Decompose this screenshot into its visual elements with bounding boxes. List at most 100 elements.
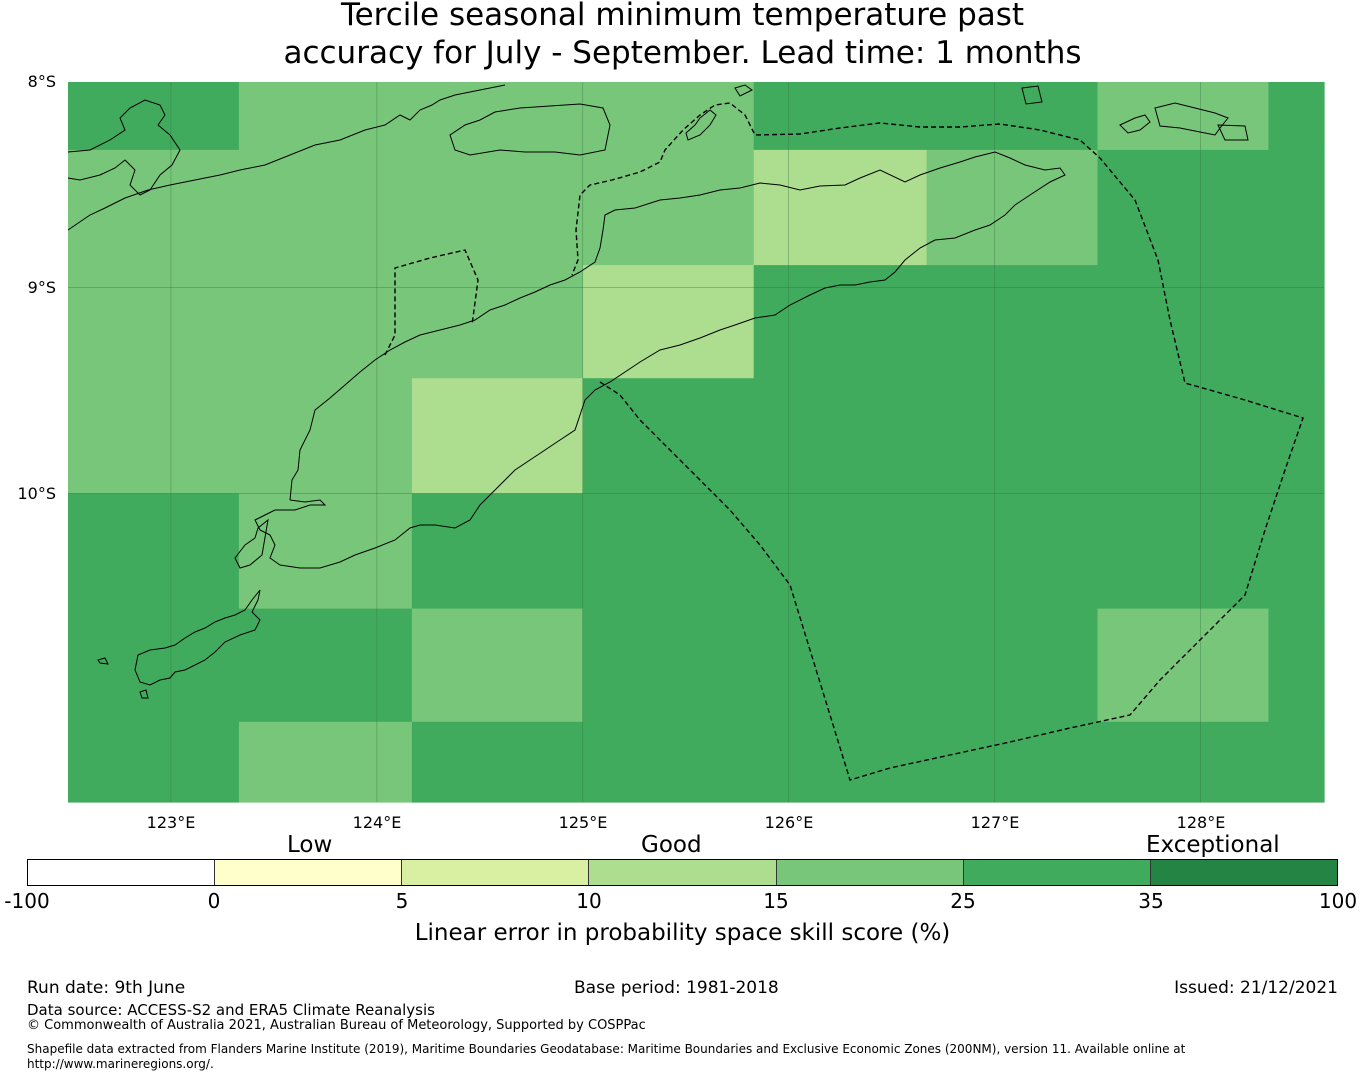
colorbar-tick: -100 bbox=[4, 889, 50, 913]
grid-cell bbox=[1268, 82, 1325, 151]
grid-cell bbox=[1268, 149, 1325, 266]
grid-cell bbox=[1097, 378, 1269, 494]
grid-cell bbox=[68, 608, 240, 723]
grid-cell bbox=[753, 721, 928, 803]
coastline-wetar-4 bbox=[1217, 124, 1249, 141]
grid-cell bbox=[753, 608, 928, 723]
grid-cell bbox=[753, 82, 928, 151]
lon-label-124e: 124°E bbox=[352, 813, 402, 832]
colorbar-tick: 10 bbox=[576, 889, 602, 913]
grid-cell bbox=[753, 149, 928, 266]
colorbar-tick: 0 bbox=[207, 889, 221, 913]
colorbar-tick: 15 bbox=[763, 889, 789, 913]
grid-cell bbox=[238, 608, 413, 723]
coastline-timor-main bbox=[254, 151, 1066, 569]
colorbar-segment bbox=[962, 860, 1150, 885]
colorbar-tick: 5 bbox=[395, 889, 409, 913]
lat-label-9s: 9°S bbox=[27, 278, 56, 297]
grid-cell bbox=[238, 378, 413, 494]
colorbar bbox=[27, 859, 1338, 886]
grid-cell bbox=[68, 493, 240, 610]
coastline-islet-3 bbox=[734, 84, 753, 97]
category-low: Low bbox=[287, 832, 333, 858]
coastline-rote bbox=[234, 518, 269, 569]
grid-cell bbox=[1097, 82, 1269, 151]
coastline-timor-north bbox=[67, 84, 506, 231]
grid-cell bbox=[68, 378, 240, 494]
coastline-wetar-1 bbox=[1021, 85, 1043, 105]
issued-date: Issued: 21/12/2021 bbox=[1174, 978, 1338, 998]
colorbar-segment bbox=[28, 860, 215, 885]
coastline-flores-east bbox=[67, 99, 181, 196]
lon-label-123e: 123°E bbox=[146, 813, 196, 832]
grid-cell bbox=[926, 378, 1099, 494]
colorbar-segment bbox=[588, 860, 776, 885]
grid-cell bbox=[582, 608, 755, 723]
grid-cell bbox=[411, 493, 584, 610]
grid-cell bbox=[238, 82, 413, 151]
shapefile-url: http://www.marineregions.org/. bbox=[27, 1057, 214, 1071]
grid-cell bbox=[582, 265, 755, 379]
lon-label-127e: 127°E bbox=[970, 813, 1020, 832]
grid-cell bbox=[1097, 149, 1269, 266]
coastline-wetar-2 bbox=[1154, 102, 1229, 136]
lon-label-128e: 128°E bbox=[1176, 813, 1226, 832]
coastline-atauro bbox=[685, 109, 717, 141]
grid-cell bbox=[238, 265, 413, 379]
colorbar-label: Linear error in probability space skill … bbox=[414, 920, 951, 946]
lat-label-8s: 8°S bbox=[27, 72, 56, 91]
coastline-sawu bbox=[134, 589, 261, 686]
run-date: Run date: 9th June bbox=[27, 978, 186, 998]
lon-label-125e: 125°E bbox=[558, 813, 608, 832]
data-source: Data source: ACCESS-S2 and ERA5 Climate … bbox=[27, 1001, 435, 1019]
coastline-islet-1 bbox=[97, 657, 109, 665]
grid-cell bbox=[411, 608, 584, 723]
eez-boundary bbox=[571, 102, 1304, 781]
grid-cell bbox=[1097, 608, 1269, 723]
grid-cell bbox=[926, 608, 1099, 723]
grid-cell bbox=[926, 265, 1099, 379]
grid-cell bbox=[753, 493, 928, 610]
grid-cell bbox=[582, 493, 755, 610]
category-exceptional: Exceptional bbox=[1146, 832, 1280, 858]
title-line-2: accuracy for July - September. Lead time… bbox=[283, 35, 1082, 71]
grid-cell bbox=[753, 265, 928, 379]
grid-cell bbox=[238, 721, 413, 803]
colorbar-segment bbox=[775, 860, 963, 885]
grid-cell bbox=[926, 82, 1099, 151]
grid-cell bbox=[582, 721, 755, 803]
colorbar-tick: 25 bbox=[950, 889, 976, 913]
grid-cell bbox=[68, 82, 240, 151]
grid-cell bbox=[411, 149, 584, 266]
coastline-alor bbox=[449, 103, 611, 156]
map-panel bbox=[67, 82, 1325, 803]
graticule bbox=[68, 82, 1324, 802]
grid-cell bbox=[411, 378, 584, 494]
base-period: Base period: 1981-2018 bbox=[574, 978, 779, 998]
colorbar-segment bbox=[401, 860, 589, 885]
colorbar-segment bbox=[1149, 860, 1337, 885]
grid-cell bbox=[411, 265, 584, 379]
grid-cell bbox=[1097, 493, 1269, 610]
colorbar-tick: 35 bbox=[1138, 889, 1164, 913]
grid-cell bbox=[1268, 493, 1325, 610]
grid-cell bbox=[1097, 721, 1269, 803]
grid-cell bbox=[753, 378, 928, 494]
grid-cell bbox=[582, 82, 755, 151]
category-good: Good bbox=[641, 832, 702, 858]
grid-cell bbox=[238, 149, 413, 266]
lon-label-126e: 126°E bbox=[764, 813, 814, 832]
colorbar-tick: 100 bbox=[1318, 889, 1358, 913]
grid-cell bbox=[926, 493, 1099, 610]
grid-cell bbox=[1268, 721, 1325, 803]
colorbar-segment bbox=[214, 860, 402, 885]
coastline-islet-2 bbox=[139, 689, 149, 699]
maritime-boundaries bbox=[384, 102, 1304, 781]
grid-cell bbox=[68, 721, 240, 803]
grid-cell bbox=[411, 721, 584, 803]
grid-cell bbox=[926, 721, 1099, 803]
enclave-boundary bbox=[384, 249, 479, 356]
grid-cell bbox=[68, 149, 240, 266]
grid-cell bbox=[1268, 265, 1325, 379]
grid-cell bbox=[582, 378, 755, 494]
